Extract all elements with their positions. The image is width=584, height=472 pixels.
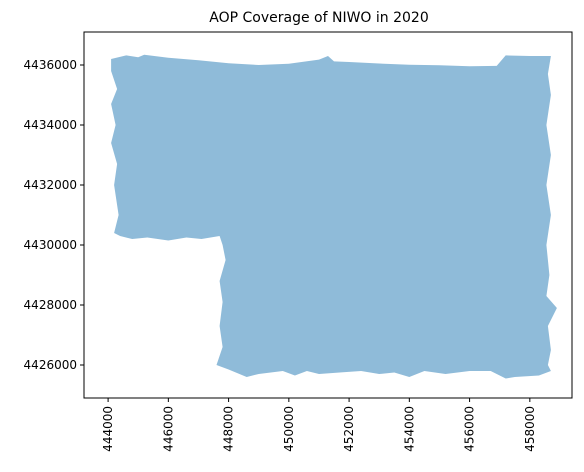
x-tick-label: 446000 — [161, 406, 175, 452]
x-tick-label: 450000 — [282, 406, 296, 452]
axes-frame — [83, 31, 573, 399]
x-tick-label: 444000 — [101, 406, 115, 452]
x-tick-label: 454000 — [402, 406, 416, 452]
y-tick-label: 4430000 — [24, 238, 77, 252]
x-tick-label: 456000 — [463, 406, 477, 452]
x-axis: 444000 446000 448000 450000 452000 454000 4560… — [101, 398, 537, 452]
y-axis: 4426000 4428000 4430000 4432000 4434000 44360… — [24, 58, 84, 372]
plot-area — [111, 54, 557, 379]
map-title: AOP Coverage of NIWO in 2020 — [209, 10, 428, 26]
x-tick-label: 452000 — [342, 406, 356, 452]
aop-coverage-polygon — [111, 54, 557, 379]
y-tick-label: 4436000 — [24, 58, 77, 72]
x-tick-label: 458000 — [523, 406, 537, 452]
y-tick-label: 4426000 — [24, 358, 77, 372]
y-tick-label: 4428000 — [24, 298, 77, 312]
y-tick-label: 4432000 — [24, 178, 77, 192]
y-tick-label: 4434000 — [24, 118, 77, 132]
x-tick-label: 448000 — [222, 406, 236, 452]
